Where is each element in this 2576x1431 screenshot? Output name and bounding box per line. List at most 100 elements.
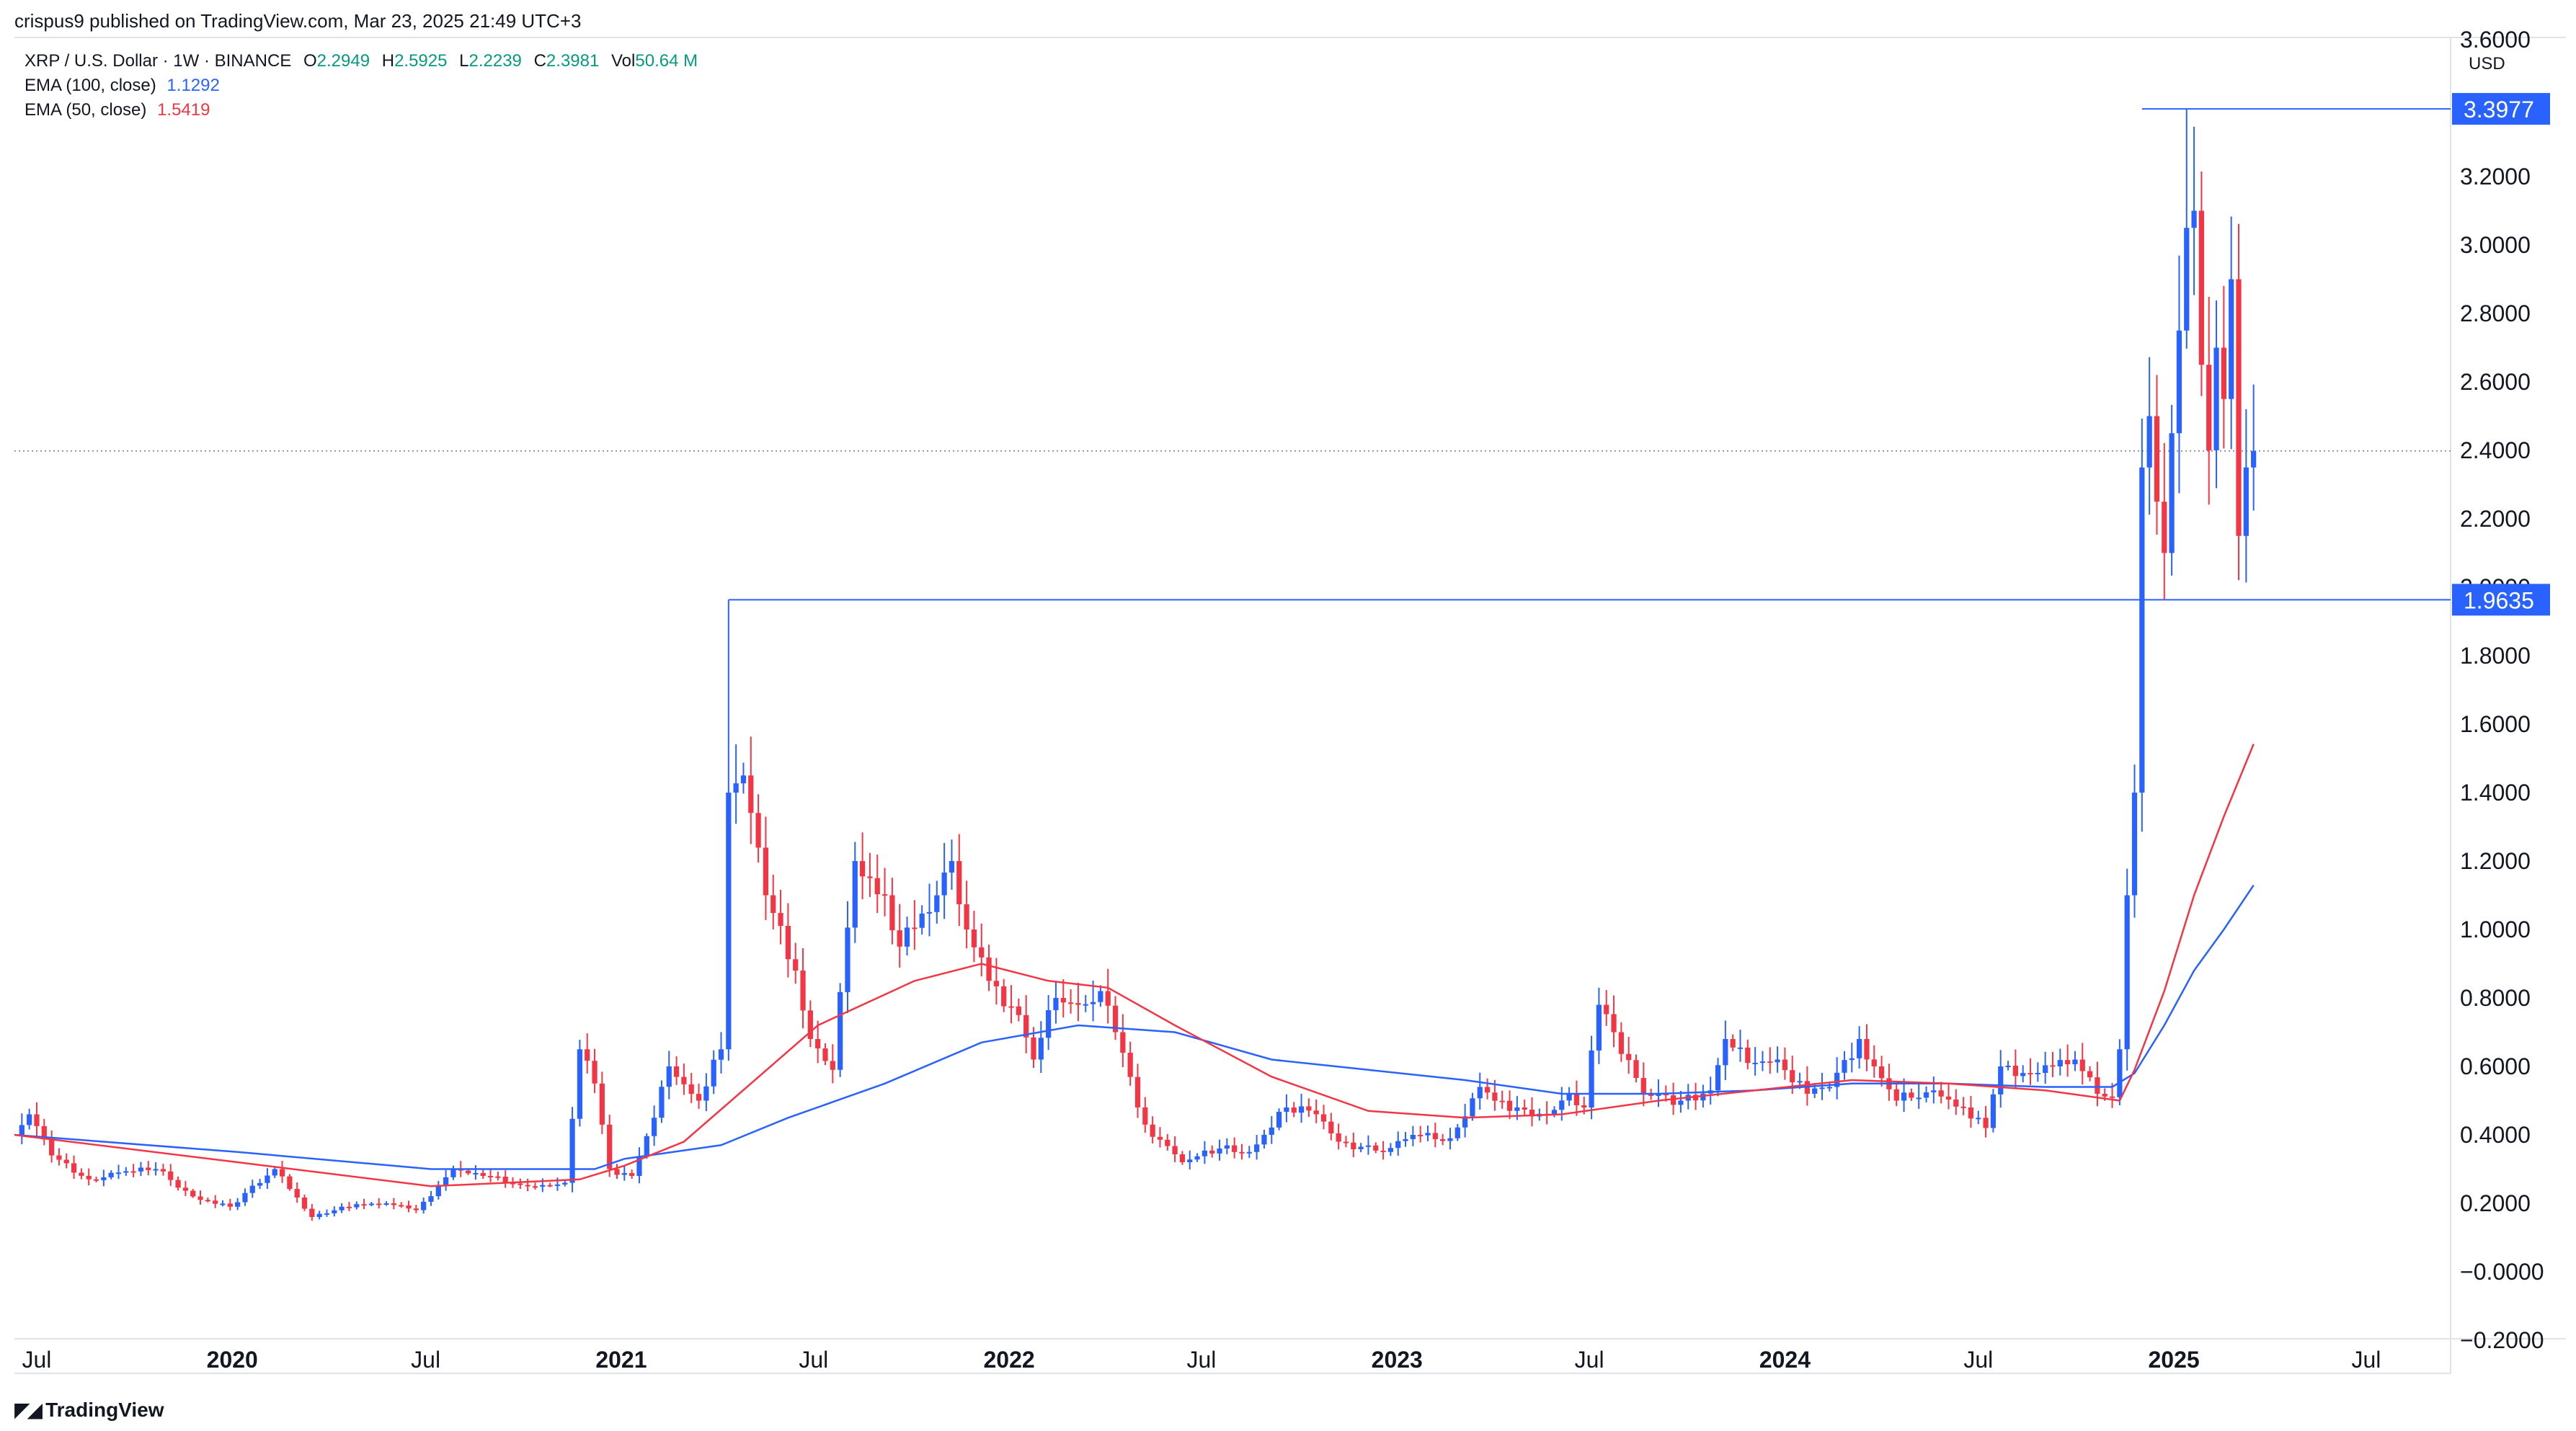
candle-body[interactable] <box>2236 279 2242 536</box>
candle-body[interactable] <box>2087 1071 2093 1078</box>
candle-body[interactable] <box>443 1177 449 1185</box>
candle-body[interactable] <box>249 1185 255 1193</box>
candle-body[interactable] <box>629 1173 635 1176</box>
candle-body[interactable] <box>793 959 799 971</box>
candle-body[interactable] <box>912 927 918 930</box>
candle-body[interactable] <box>1320 1114 1327 1122</box>
candle-body[interactable] <box>726 793 732 1050</box>
candle-body[interactable] <box>1127 1052 1133 1077</box>
candle-body[interactable] <box>1506 1100 1513 1111</box>
candle-body[interactable] <box>547 1185 553 1187</box>
candle-body[interactable] <box>1224 1145 1230 1149</box>
candle-body[interactable] <box>1611 1014 1617 1033</box>
candle-body[interactable] <box>585 1049 590 1061</box>
candle-body[interactable] <box>1187 1159 1193 1162</box>
candle-body[interactable] <box>1351 1142 1356 1149</box>
candle-body[interactable] <box>86 1175 92 1180</box>
candle-body[interactable] <box>1150 1124 1155 1137</box>
candle-body[interactable] <box>986 957 992 981</box>
candle-body[interactable] <box>1454 1127 1460 1138</box>
candle-body[interactable] <box>688 1084 694 1095</box>
candle-body[interactable] <box>309 1208 315 1217</box>
candle-body[interactable] <box>2191 210 2197 228</box>
candle-body[interactable] <box>852 861 858 928</box>
candle-body[interactable] <box>569 1118 575 1183</box>
candle-body[interactable] <box>718 1049 724 1060</box>
candle-body[interactable] <box>2146 416 2152 468</box>
candle-body[interactable] <box>1001 986 1007 1007</box>
candle-body[interactable] <box>830 1061 835 1070</box>
candle-body[interactable] <box>845 927 850 992</box>
candle-body[interactable] <box>800 971 806 1011</box>
candle-body[interactable] <box>235 1202 241 1207</box>
candle-body[interactable] <box>1246 1151 1252 1154</box>
candle-body[interactable] <box>2139 467 2145 793</box>
candle-body[interactable] <box>1633 1060 1639 1079</box>
candle-body[interactable] <box>1239 1151 1245 1154</box>
candle-body[interactable] <box>1202 1150 1207 1156</box>
candle-body[interactable] <box>740 775 747 784</box>
candle-body[interactable] <box>1945 1096 1952 1100</box>
candle-body[interactable] <box>1916 1097 1922 1100</box>
candle-body[interactable] <box>421 1201 427 1211</box>
candle-body[interactable] <box>2124 895 2130 1050</box>
candle-body[interactable] <box>904 927 910 947</box>
candle-body[interactable] <box>822 1048 828 1061</box>
candle-body[interactable] <box>1336 1133 1341 1142</box>
candle-body[interactable] <box>993 981 999 986</box>
candle-body[interactable] <box>1551 1110 1558 1115</box>
candle-body[interactable] <box>1232 1145 1238 1152</box>
candle-body[interactable] <box>1581 1105 1587 1107</box>
candle-body[interactable] <box>115 1172 122 1174</box>
candle-body[interactable] <box>2243 467 2249 536</box>
candle-body[interactable] <box>1470 1098 1475 1117</box>
candle-body[interactable] <box>554 1184 561 1186</box>
candle-body[interactable] <box>1425 1133 1431 1136</box>
candle-body[interactable] <box>1529 1110 1535 1117</box>
candle-body[interactable] <box>666 1066 672 1087</box>
candle-body[interactable] <box>1566 1094 1572 1101</box>
candle-body[interactable] <box>1447 1138 1453 1141</box>
candle-body[interactable] <box>1826 1087 1832 1089</box>
candle-body[interactable] <box>1767 1061 1773 1064</box>
candle-body[interactable] <box>34 1114 40 1126</box>
candle-body[interactable] <box>1990 1094 1997 1128</box>
candle-body[interactable] <box>1730 1039 1736 1048</box>
candle-body[interactable] <box>1648 1094 1654 1096</box>
candle-body[interactable] <box>1179 1154 1186 1162</box>
candle-body[interactable] <box>294 1189 300 1198</box>
candle-body[interactable] <box>1023 1015 1029 1038</box>
candle-body[interactable] <box>324 1213 330 1215</box>
candle-body[interactable] <box>138 1167 144 1172</box>
candle-body[interactable] <box>2109 1096 2115 1098</box>
candle-body[interactable] <box>1596 1004 1602 1051</box>
legend-ema100-row[interactable]: EMA (100, close) 1.1292 <box>25 73 698 98</box>
candle-body[interactable] <box>1217 1149 1222 1154</box>
candle-body[interactable] <box>1365 1145 1372 1147</box>
candle-body[interactable] <box>2020 1073 2026 1076</box>
candle-body[interactable] <box>146 1167 151 1170</box>
candle-body[interactable] <box>1418 1135 1424 1136</box>
candle-body[interactable] <box>1038 1038 1044 1060</box>
candle-body[interactable] <box>242 1192 248 1203</box>
candle-body[interactable] <box>1284 1107 1289 1113</box>
candle-body[interactable] <box>956 861 962 904</box>
candle-body[interactable] <box>815 1039 821 1049</box>
candle-body[interactable] <box>399 1205 404 1207</box>
candle-body[interactable] <box>160 1169 166 1172</box>
candle-body[interactable] <box>1618 1032 1624 1054</box>
candle-body[interactable] <box>71 1163 77 1173</box>
candle-body[interactable] <box>435 1185 441 1197</box>
candle-body[interactable] <box>19 1125 25 1135</box>
candle-body[interactable] <box>941 872 947 896</box>
candle-body[interactable] <box>2251 450 2257 468</box>
candle-body[interactable] <box>1893 1089 1899 1101</box>
candle-body[interactable] <box>2206 365 2212 450</box>
candle-body[interactable] <box>636 1156 642 1176</box>
candle-body[interactable] <box>1752 1062 1758 1064</box>
candle-body[interactable] <box>168 1171 174 1180</box>
candle-body[interactable] <box>1604 1004 1609 1015</box>
candle-body[interactable] <box>1878 1066 1885 1079</box>
candle-body[interactable] <box>599 1083 605 1125</box>
candle-body[interactable] <box>2095 1077 2100 1094</box>
